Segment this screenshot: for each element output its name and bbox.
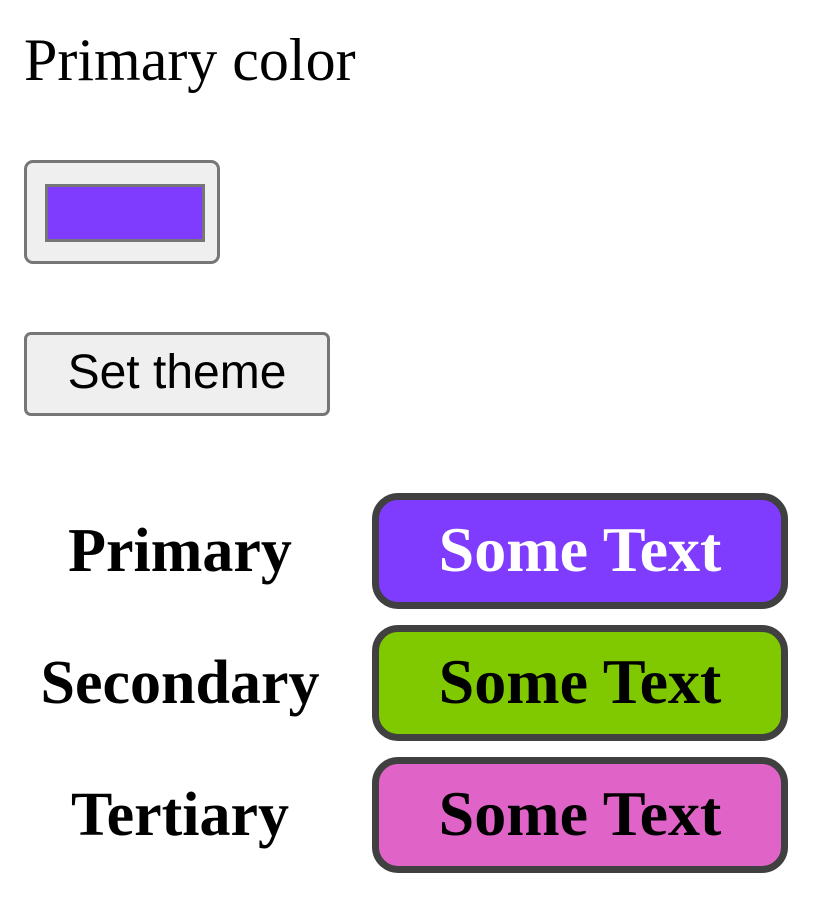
secondary-sample-button[interactable]: Some Text <box>372 625 788 741</box>
tertiary-label: Tertiary <box>70 781 290 849</box>
theme-row-secondary: Secondary Some Text <box>0 625 815 741</box>
primary-color-label: Primary color <box>24 27 356 93</box>
tertiary-sample-button[interactable]: Some Text <box>372 757 788 873</box>
primary-label: Primary <box>68 517 292 585</box>
primary-sample-button[interactable]: Some Text <box>372 493 788 609</box>
set-theme-button[interactable]: Set theme <box>24 332 330 416</box>
secondary-label: Secondary <box>40 649 320 717</box>
color-swatch <box>45 184 205 242</box>
theme-row-primary: Primary Some Text <box>0 493 815 609</box>
primary-color-picker[interactable] <box>24 160 220 264</box>
theme-row-tertiary: Tertiary Some Text <box>0 757 815 873</box>
